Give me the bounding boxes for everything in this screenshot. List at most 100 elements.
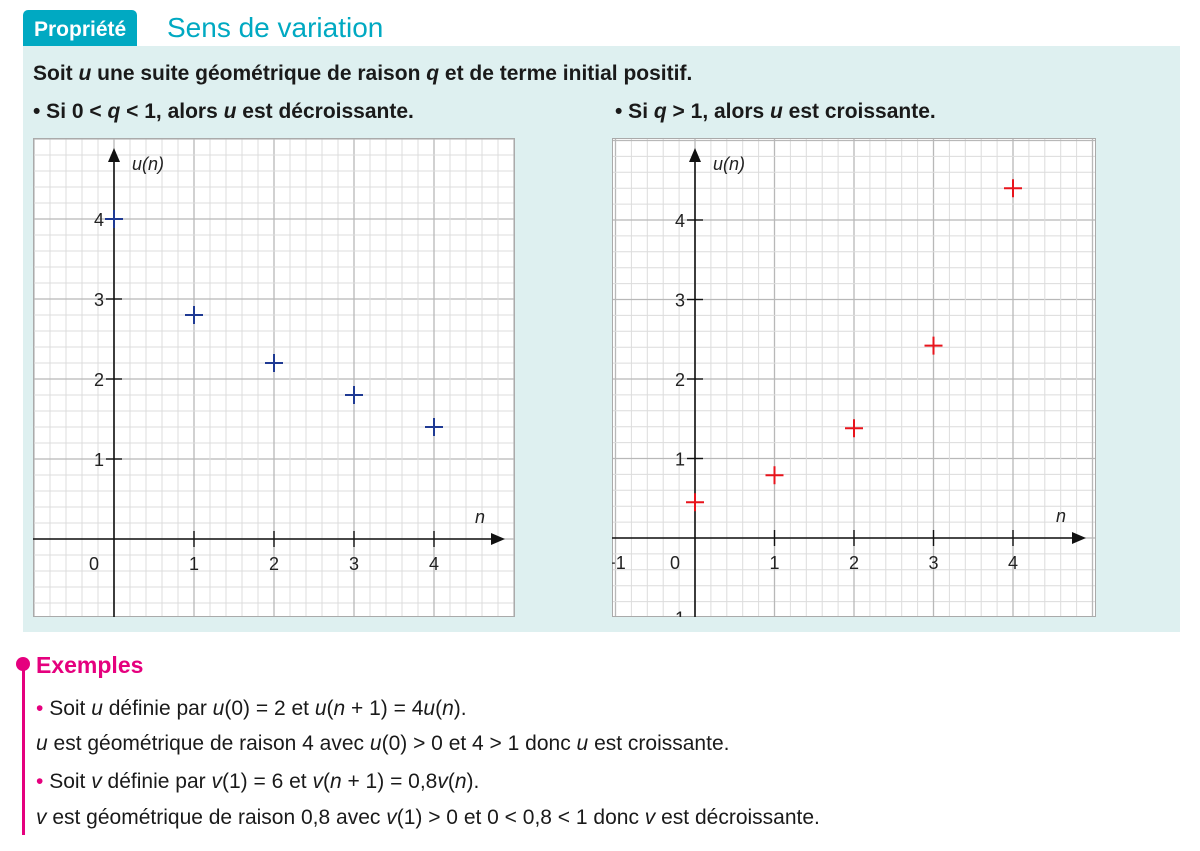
data-point [105, 210, 123, 228]
text-run: . [686, 62, 693, 85]
text-run: est décroissante. [655, 806, 820, 829]
examples-dot [16, 657, 30, 671]
y-tick-label: 1 [675, 450, 685, 470]
example-2-text: Soit v définie par v(1) = 6 et v(n + 1) … [49, 770, 479, 793]
text-run: + 1) = 4 [345, 697, 424, 720]
text-run: Soit [33, 62, 79, 85]
text-run: (1) = 6 et [221, 770, 313, 793]
text-run: v [386, 806, 397, 829]
text-run: • Si [615, 100, 654, 123]
data-point [425, 418, 443, 436]
examples-bar [22, 660, 25, 835]
example-1-definition: • Soit u définie par u(0) = 2 et u(n + 1… [36, 697, 467, 721]
text-run: u [770, 100, 783, 123]
text-run: v [36, 806, 47, 829]
text-run: u [223, 100, 237, 123]
y-axis-label: u(n) [132, 154, 164, 174]
x-tick-label: 0 [89, 554, 99, 574]
text-run: définie par [102, 697, 213, 720]
plot-border [612, 138, 1096, 617]
data-point [686, 493, 704, 512]
bullet: • [36, 697, 50, 720]
y-tick-label: 3 [94, 290, 104, 310]
data-point [345, 386, 363, 404]
text-run: ( [447, 770, 455, 793]
text-run: est géométrique de raison 4 avec [47, 732, 370, 755]
chart-decreasing: u(n) n 0 1 2 3 4 1 2 3 4 [33, 138, 515, 617]
text-run: n [454, 770, 467, 793]
y-tick-label: 4 [94, 210, 104, 230]
text-run: ( [322, 770, 330, 793]
chart-increasing: u(n) n −1 0 1 2 3 4 −1 1 2 3 4 [612, 138, 1096, 617]
y-tick-label: 1 [94, 450, 104, 470]
y-axis-arrow-icon [108, 148, 120, 162]
x-tick-label: 2 [849, 553, 859, 573]
x-tick-label: 3 [349, 554, 359, 574]
text-run: (0) > 0 et 4 > 1 donc [381, 732, 577, 755]
text-run: u [314, 697, 327, 720]
bullet: • [36, 770, 50, 793]
text-run: v [437, 770, 448, 793]
x-axis-label: n [475, 507, 485, 527]
text-run: q [426, 62, 440, 85]
example-2-definition: • Soit v définie par v(1) = 6 et v(n + 1… [36, 770, 479, 794]
x-tick-label: 1 [189, 554, 199, 574]
example-2-conclusion: v est géométrique de raison 0,8 avec v(1… [36, 806, 820, 830]
y-tick-label: −1 [664, 609, 685, 618]
section-title: Sens de variation [167, 12, 384, 43]
text-run: positif [623, 62, 687, 85]
y-tick-label: 2 [94, 370, 104, 390]
text-run: v [644, 806, 656, 829]
text-run: est croissante. [588, 732, 730, 755]
data-point [1004, 179, 1022, 198]
examples-title: Exemples [36, 652, 144, 678]
property-tag: Propriété [23, 10, 138, 46]
y-axis-arrow-icon [689, 148, 701, 162]
plot-border [33, 138, 515, 617]
text-run: est croissante. [782, 100, 936, 123]
data-point [765, 466, 784, 485]
text-run: u [212, 697, 225, 720]
x-tick-label: 4 [429, 554, 439, 574]
text-run: une suite géométrique de raison [91, 62, 427, 85]
text-run: n [442, 697, 454, 720]
x-tick-label: 0 [670, 553, 680, 573]
example-1-text: Soit u définie par u(0) = 2 et u(n + 1) … [49, 697, 466, 720]
text-run: u [36, 732, 48, 755]
x-tick-label: 1 [769, 553, 779, 573]
text-run: n [333, 697, 346, 720]
y-tick-label: 3 [675, 291, 685, 311]
text-run: ( [326, 697, 334, 720]
text-run: u [91, 697, 103, 720]
x-axis-arrow-icon [491, 533, 505, 545]
y-axis-label: u(n) [713, 154, 745, 174]
text-run: ). [453, 697, 467, 720]
x-tick-label: 2 [269, 554, 279, 574]
x-axis-label: n [1056, 506, 1066, 526]
text-run: ( [435, 697, 443, 720]
text-run: q [653, 100, 667, 123]
text-run: v [211, 770, 222, 793]
property-intro: Soit u une suite géométrique de raison q… [33, 62, 692, 86]
text-run: + 1) = 0,8 [341, 770, 438, 793]
text-run: u [576, 732, 589, 755]
text-run: définie par [101, 770, 212, 793]
text-run: et de terme initial [439, 62, 624, 85]
y-tick-label: 4 [675, 211, 685, 231]
text-run: (0) = 2 et [224, 697, 315, 720]
y-tick-label: 2 [675, 370, 685, 390]
case-increasing: • Si q > 1, alors u est croissante. [615, 100, 936, 124]
text-run: est décroissante. [236, 100, 414, 123]
text-run: (1) > 0 et 0 < 0,8 < 1 donc [396, 806, 645, 829]
text-run: u [369, 732, 382, 755]
text-run: Soit [49, 697, 92, 720]
text-run: est géométrique de raison 0,8 avec [46, 806, 387, 829]
text-run: • Si 0 < [33, 100, 108, 123]
text-run: > 1, alors [666, 100, 771, 123]
x-axis-arrow-icon [1072, 532, 1086, 544]
text-run: ). [466, 770, 480, 793]
text-run: q [107, 100, 121, 123]
example-1-conclusion: u est géométrique de raison 4 avec u(0) … [36, 732, 729, 756]
data-point [845, 419, 863, 438]
text-run: u [78, 62, 92, 85]
